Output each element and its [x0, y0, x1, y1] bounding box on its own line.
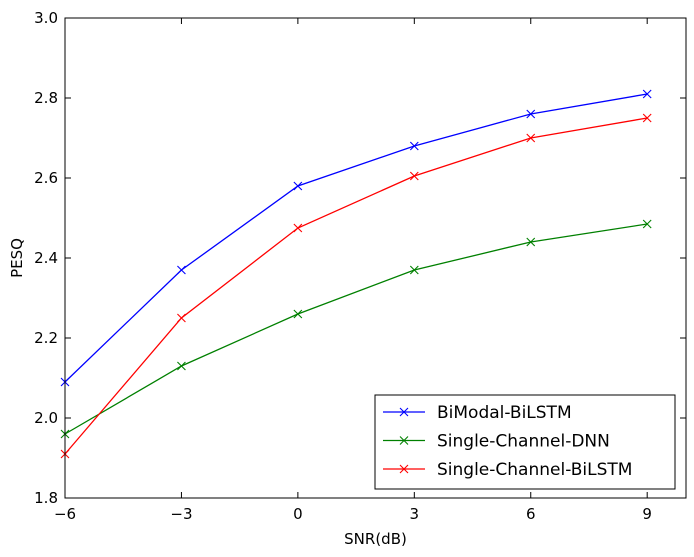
y-tick-label: 2.8 — [34, 89, 58, 107]
data-point-marker — [177, 313, 186, 323]
legend-label-2: Single-Channel-BiLSTM — [437, 460, 632, 480]
legend-marker-0 — [399, 407, 409, 417]
x-tick-label: 0 — [293, 505, 303, 523]
legend: BiModal-BiLSTM Single-Channel-DNN Single-C… — [374, 394, 676, 490]
y-tick-label: 2.0 — [34, 409, 58, 427]
series-line-0 — [64, 93, 648, 383]
legend-marker-2 — [399, 464, 409, 474]
data-point-marker — [526, 109, 536, 119]
data-point-marker — [293, 181, 303, 191]
data-point-marker — [642, 219, 652, 229]
axes: −6 −3 0 3 6 9 1.8 2.0 2.2 2.4 2.6 2.8 3.0 SNR(dB) PESQ — [8, 9, 687, 548]
data-point-marker — [293, 223, 303, 233]
x-tick-label: 9 — [642, 505, 652, 523]
legend-label-0: BiModal-BiLSTM — [437, 403, 572, 423]
series-layer — [60, 89, 652, 459]
data-point-marker — [293, 309, 303, 319]
x-tick-label: 3 — [410, 505, 420, 523]
legend-marker-1 — [399, 436, 409, 445]
x-axis-label: SNR(dB) — [344, 530, 407, 548]
data-point-marker — [526, 133, 536, 143]
y-tick-label: 2.4 — [34, 249, 58, 267]
legend-box — [374, 394, 676, 490]
data-point-marker — [642, 89, 652, 99]
data-point-marker — [526, 237, 536, 247]
data-point-marker — [409, 171, 419, 181]
y-tick-label: 3.0 — [34, 9, 58, 27]
data-point-marker — [177, 361, 186, 371]
x-tick-label: −6 — [54, 505, 76, 523]
x-tick-label: −3 — [170, 505, 192, 523]
y-tick-label: 2.6 — [34, 169, 58, 187]
data-point-marker — [642, 113, 652, 123]
data-point-marker — [409, 141, 419, 151]
y-axis-label: PESQ — [8, 238, 26, 278]
series-line-1 — [64, 223, 648, 435]
legend-label-1: Single-Channel-DNN — [437, 432, 610, 452]
data-point-marker — [409, 265, 419, 275]
y-tick-label: 1.8 — [34, 489, 58, 507]
series-line-2 — [64, 117, 648, 455]
y-tick-label: 2.2 — [34, 329, 58, 347]
x-tick-label: 6 — [526, 505, 536, 523]
data-point-marker — [177, 265, 186, 275]
